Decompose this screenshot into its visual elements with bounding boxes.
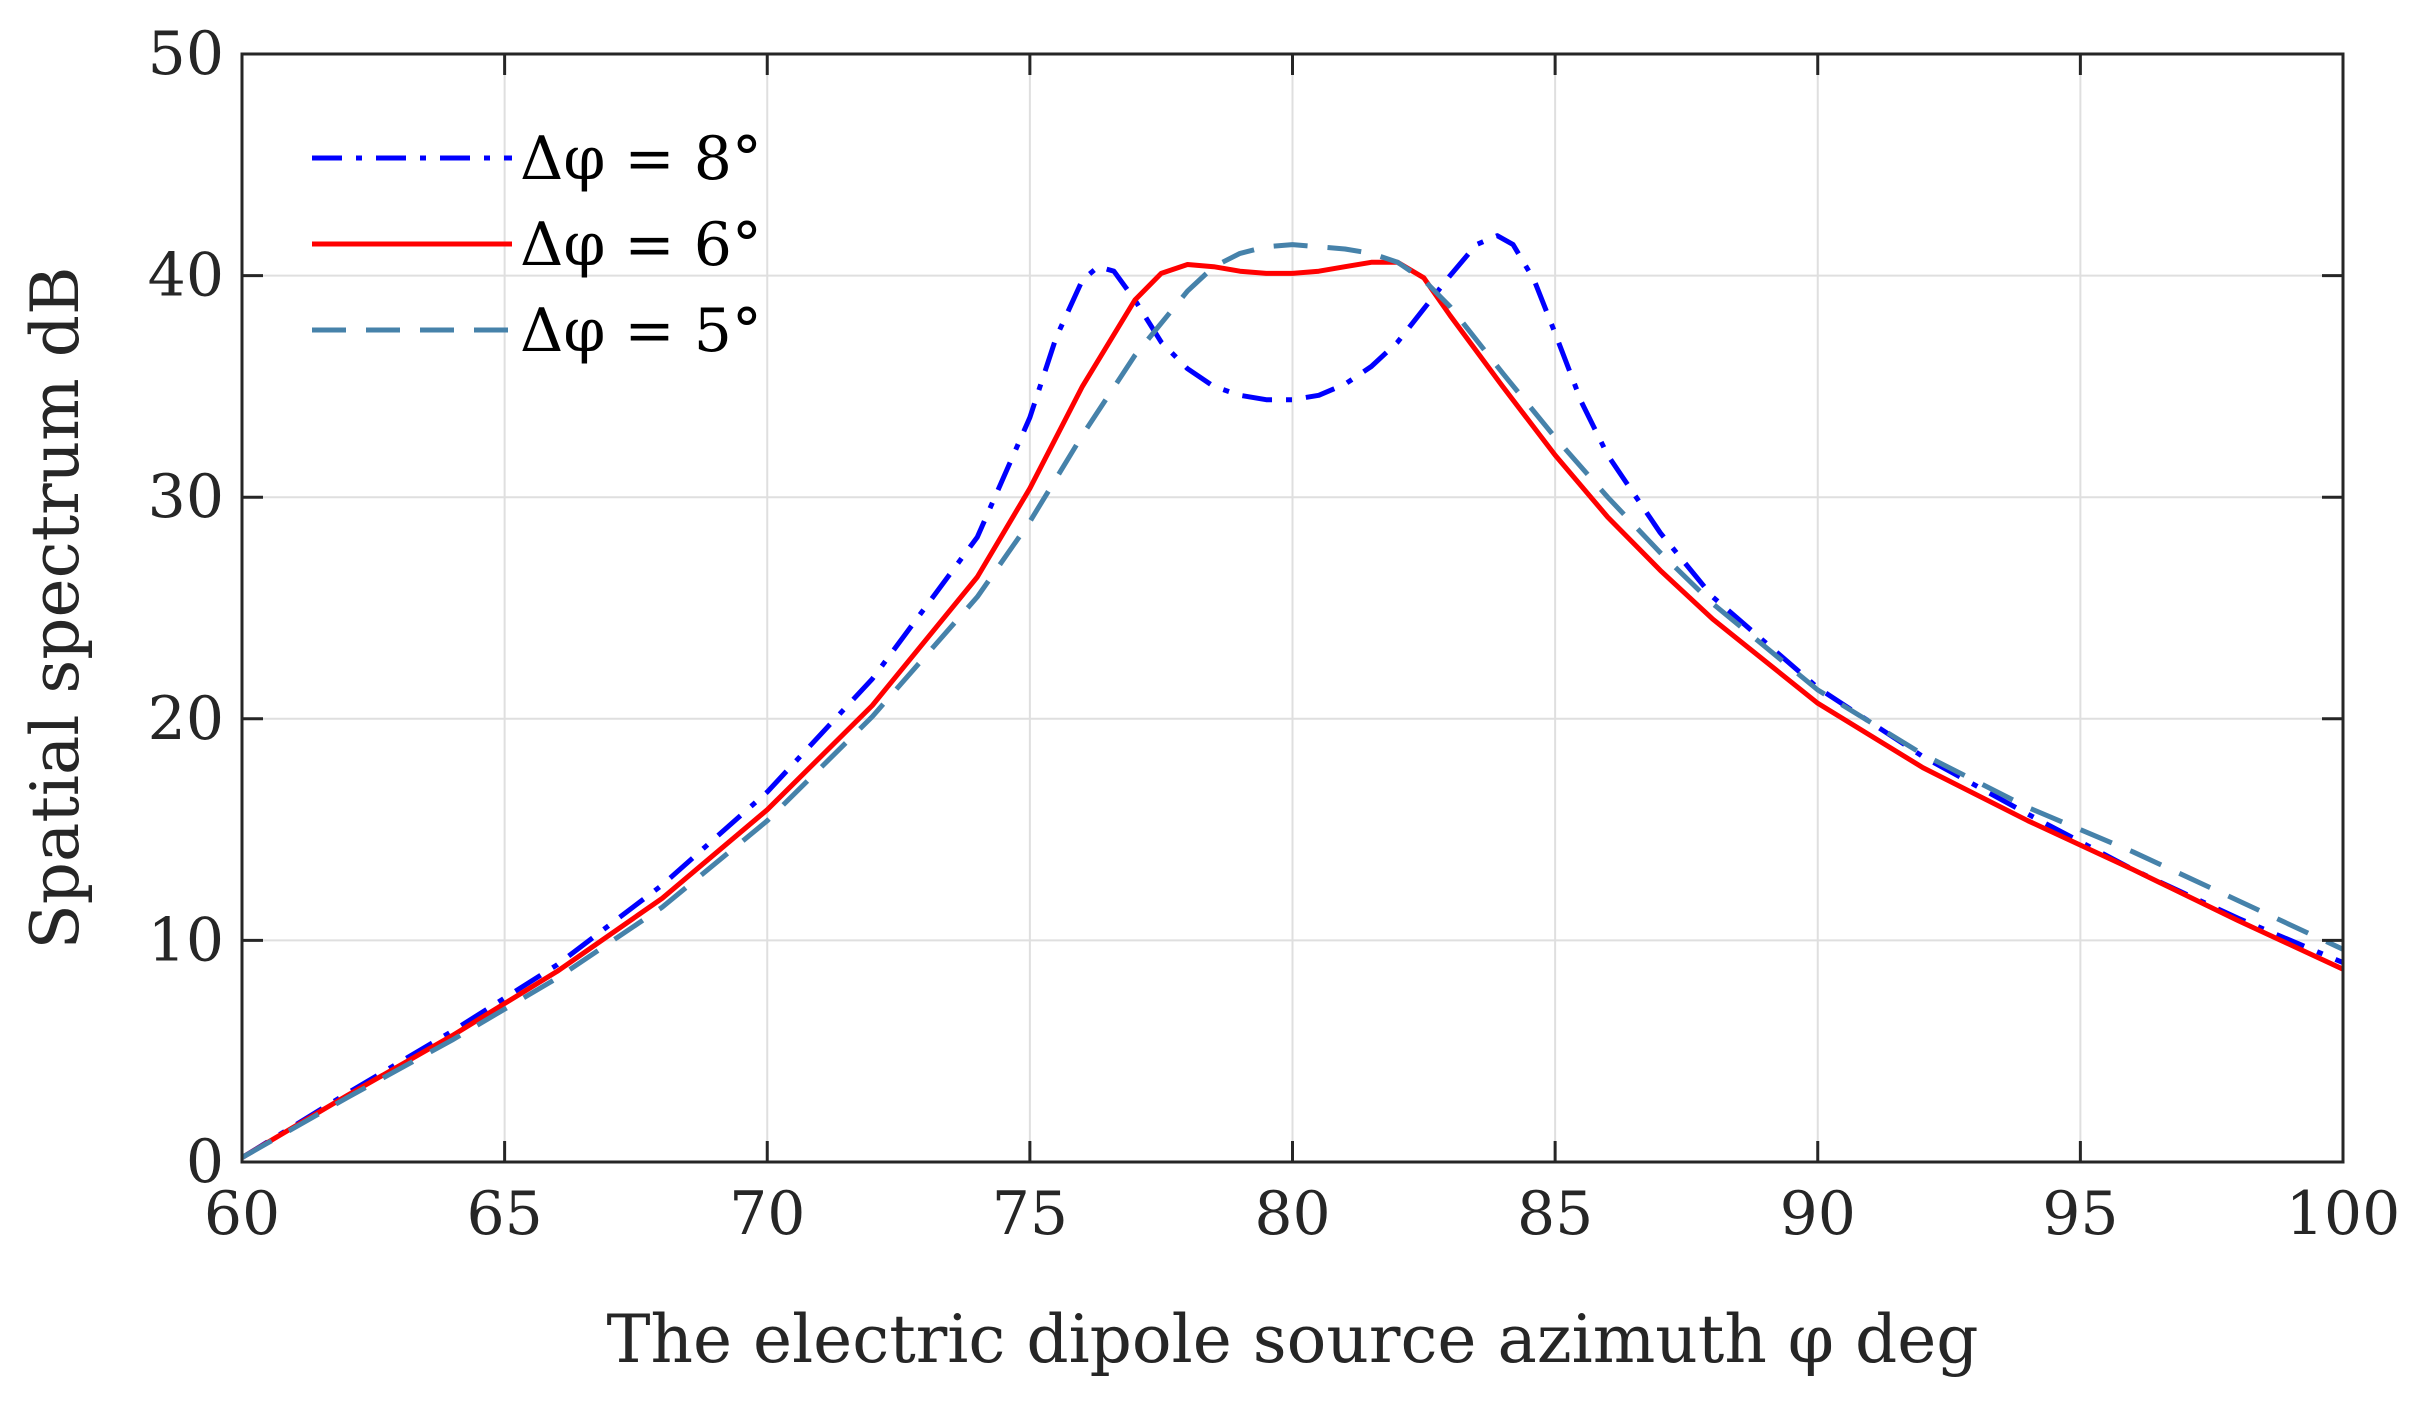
y-axis-label: Spatial spectrum dB [17,267,94,950]
y-tick-label: 50 [148,19,224,89]
y-tick-label: 0 [186,1127,224,1197]
x-axis-label: The electric dipole source azimuth φ deg [606,1301,1978,1378]
y-tick-label: 20 [148,684,224,754]
legend: Δφ = 8° Δφ = 6° Δφ = 5° [312,124,762,366]
x-tick-label: 60 [204,1179,280,1249]
y-tick-label: 10 [148,905,224,975]
series-line-3 [240,242,2345,1160]
tick-labels: 60 65 70 75 80 85 90 95 100 0 10 20 30 40 50 [148,19,2401,1249]
y-tick-label: 40 [148,241,224,311]
x-tick-label: 80 [1254,1179,1330,1249]
x-tick-label: 90 [1780,1179,1856,1249]
series-line-2 [240,259,2345,1160]
x-tick-label: 85 [1517,1179,1593,1249]
x-tick-label: 75 [992,1179,1068,1249]
legend-label-3: Δφ = 5° [520,296,762,366]
x-tick-label: 65 [466,1179,542,1249]
y-tick-label: 30 [148,462,224,532]
axis-ticks [240,52,2345,1164]
x-tick-label: 70 [729,1179,805,1249]
series-line-1 [240,233,2344,1160]
x-tick-label: 95 [2042,1179,2118,1249]
x-tick-label: 100 [2286,1179,2401,1249]
legend-label-1: Δφ = 8° [520,124,762,194]
series-group [240,233,2345,1160]
legend-label-2: Δφ = 6° [520,210,762,280]
